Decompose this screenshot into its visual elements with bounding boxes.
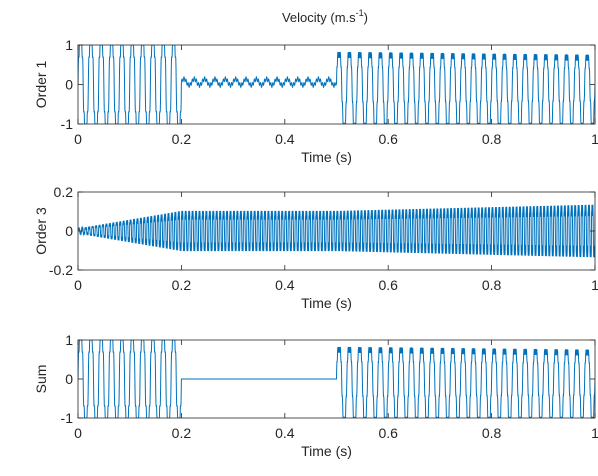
figure-title-superscript: -1 — [356, 8, 364, 18]
y-axis-label: Order 1 — [33, 61, 49, 109]
x-tick-label: 0 — [74, 277, 82, 293]
x-tick-label: 1 — [591, 425, 598, 441]
x-tick-label: 1 — [591, 277, 598, 293]
x-tick-label: 0.6 — [378, 131, 398, 147]
y-tick-label: 1 — [65, 332, 73, 348]
x-tick-label: 0.6 — [378, 277, 398, 293]
y-tick-label: 1 — [65, 37, 73, 53]
x-tick-label: 0.4 — [275, 131, 295, 147]
y-tick-label: 0 — [65, 223, 73, 239]
x-tick-label: 0.2 — [172, 131, 192, 147]
y-axis-label: Sum — [33, 365, 49, 394]
x-axis-label: Time (s) — [301, 149, 352, 165]
x-tick-label: 0 — [74, 425, 82, 441]
waveform-line — [78, 340, 595, 418]
x-tick-label: 0.4 — [275, 425, 295, 441]
y-tick-label: -1 — [61, 410, 74, 426]
y-tick-label: -0.2 — [49, 262, 73, 278]
x-axis-label: Time (s) — [301, 443, 352, 459]
x-tick-label: 0.8 — [482, 277, 502, 293]
x-tick-label: 1 — [591, 131, 598, 147]
x-tick-label: 0.4 — [275, 277, 295, 293]
x-tick-label: 0.2 — [172, 277, 192, 293]
y-tick-label: -1 — [61, 116, 74, 132]
y-tick-label: 0.2 — [54, 184, 74, 200]
waveform-line — [78, 45, 595, 124]
x-axis-label: Time (s) — [301, 295, 352, 311]
x-tick-label: 0.2 — [172, 425, 192, 441]
y-axis-label: Order 3 — [33, 207, 49, 255]
x-tick-label: 0.8 — [482, 425, 502, 441]
x-tick-label: 0 — [74, 131, 82, 147]
figure-title: Velocity (m.s-1) — [282, 8, 368, 25]
y-tick-label: 0 — [65, 371, 73, 387]
waveform-line — [78, 204, 595, 258]
y-tick-label: 0 — [65, 77, 73, 93]
x-tick-label: 0.8 — [482, 131, 502, 147]
x-tick-label: 0.6 — [378, 425, 398, 441]
